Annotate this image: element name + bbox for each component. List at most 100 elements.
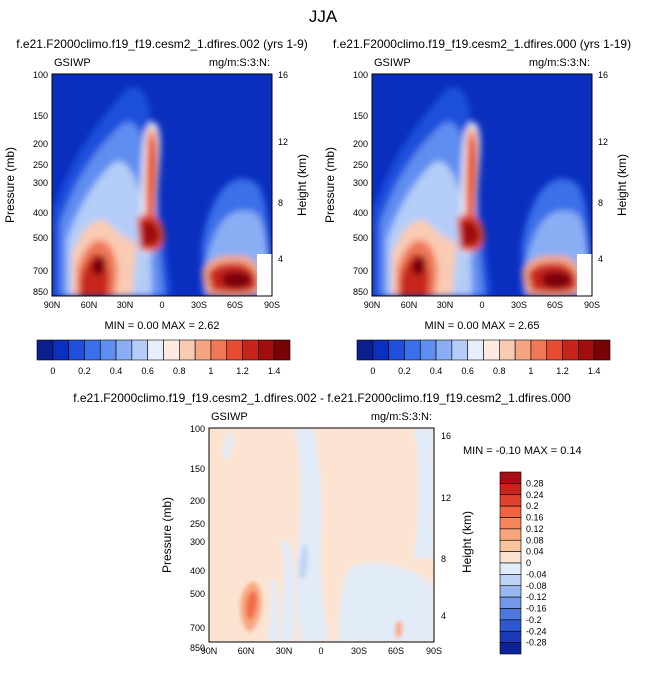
panel-2-y-ticks: 100 150 200 250 300 400 500 700 850 xyxy=(353,70,368,297)
colorbar-swatch xyxy=(499,630,522,643)
panel-3: f.e21.F2000climo.f19_f19.cesm2_1.dfires.… xyxy=(73,391,581,656)
panel-3-ytick-right: 16 xyxy=(441,431,451,441)
panel-2-ylabel: Pressure (mb) xyxy=(323,147,337,223)
panel-1-ytick: 400 xyxy=(33,208,48,218)
panel-2-right-label: mg/m:S:3:N: xyxy=(529,57,590,69)
panel-3-y-ticks: 100 150 200 250 300 400 500 700 850 xyxy=(190,424,205,653)
panel-2-ytick-right: 12 xyxy=(598,137,608,147)
colorbar-swatch xyxy=(499,574,522,587)
colorbar-swatch xyxy=(499,642,522,655)
colorbar-label: 0.2 xyxy=(526,501,539,511)
colorbar-label: 0.4 xyxy=(430,366,443,376)
colorbar-label: 0.08 xyxy=(526,535,544,545)
colorbar-swatch xyxy=(530,339,548,361)
panel-3-xtick: 60S xyxy=(388,646,404,656)
colorbar-label: 1.4 xyxy=(588,366,601,376)
panel-2-field xyxy=(372,74,592,296)
colorbar-label: 0 xyxy=(526,558,531,568)
panel-1-xtick: 90S xyxy=(264,300,280,310)
panel-1-xtick: 60S xyxy=(227,300,243,310)
colorbar-swatch xyxy=(499,562,522,575)
colorbar-swatch xyxy=(147,339,164,361)
colorbar-swatch xyxy=(499,585,522,598)
panel-1-right-label: mg/m:S:3:N: xyxy=(209,57,270,69)
colorbar-label: 0.12 xyxy=(526,524,544,534)
panel-1-y-ticks: 100 150 200 250 300 400 500 700 850 xyxy=(33,70,48,297)
panel-1-xtick: 60N xyxy=(81,300,98,310)
panel-3-ytick: 250 xyxy=(190,519,205,529)
panel-1-colorbar: 0 0.2 0.4 0.6 0.8 1 1.2 1.4 xyxy=(36,339,291,376)
panel-2-ytick: 100 xyxy=(353,70,368,80)
panel-2-ytick-right: 16 xyxy=(598,70,608,80)
colorbar-label: 1 xyxy=(528,366,533,376)
panel-1-ylabel-right: Height (km) xyxy=(295,154,309,216)
colorbar-swatch xyxy=(115,339,133,361)
colorbar-swatch xyxy=(179,339,196,361)
colorbar-swatch xyxy=(68,339,85,361)
colorbar-swatch xyxy=(99,339,117,361)
panel-2-xtick: 60S xyxy=(547,300,563,310)
panel-3-ylabel-right: Height (km) xyxy=(460,511,474,573)
figure-title: JJA xyxy=(309,7,338,26)
colorbar-swatch xyxy=(52,339,69,361)
panel-1-stats: MIN = 0.00 MAX = 2.62 xyxy=(105,320,220,332)
colorbar-label: 0.2 xyxy=(78,366,91,376)
colorbar-label: -0.2 xyxy=(526,615,542,625)
colorbar-label: 0.04 xyxy=(526,547,544,557)
panel-1-ytick: 850 xyxy=(33,287,48,297)
colorbar-label: -0.12 xyxy=(526,592,547,602)
panel-1-xtick: 30N xyxy=(117,300,134,310)
colorbar-label: 0.8 xyxy=(173,366,186,376)
panel-3-right-label: mg/m:S:3:N: xyxy=(371,411,432,423)
panel-2-x-ticks: 90N 60N 30N 0 30S 60S 90S xyxy=(364,300,600,310)
panel-1-ytick: 100 xyxy=(33,70,48,80)
panel-1-ytick: 500 xyxy=(33,233,48,243)
panel-3-ytick: 850 xyxy=(190,643,205,653)
panel-2-y-ticks-right: 16 12 8 4 xyxy=(598,70,608,264)
colorbar-swatch xyxy=(419,339,437,361)
colorbar-label: 0.4 xyxy=(110,366,123,376)
colorbar-swatch xyxy=(578,339,595,361)
panel-2-xtick: 30N xyxy=(437,300,454,310)
colorbar-label: 0.28 xyxy=(526,478,544,488)
panel-2-title: f.e21.F2000climo.f19_f19.cesm2_1.dfires.… xyxy=(333,37,631,51)
panel-1: f.e21.F2000climo.f19_f19.cesm2_1.dfires.… xyxy=(3,37,309,376)
panel-3-ytick: 500 xyxy=(190,589,205,599)
colorbar-swatch xyxy=(372,339,389,361)
panel-3-title: f.e21.F2000climo.f19_f19.cesm2_1.dfires.… xyxy=(73,391,571,405)
panel-2-ytick: 250 xyxy=(353,160,368,170)
colorbar-label: -0.16 xyxy=(526,604,547,614)
colorbar-label: -0.04 xyxy=(526,569,547,579)
panel-1-ytick-right: 16 xyxy=(278,70,288,80)
colorbar-label: 0.8 xyxy=(493,366,506,376)
colorbar-swatch xyxy=(36,339,54,361)
panel-3-xtick: 0 xyxy=(318,646,323,656)
colorbar-label: 1.2 xyxy=(236,366,249,376)
colorbar-swatch xyxy=(499,494,522,507)
panel-2-ytick-right: 8 xyxy=(598,198,603,208)
colorbar-swatch xyxy=(499,608,522,621)
panel-3-ytick: 150 xyxy=(190,464,205,474)
colorbar-swatch xyxy=(404,339,421,361)
colorbar-label: 1.4 xyxy=(268,366,281,376)
panel-2-ytick: 850 xyxy=(353,287,368,297)
panel-2-xtick: 30S xyxy=(511,300,527,310)
panel-2-xtick: 90S xyxy=(584,300,600,310)
panel-3-stats: MIN = -0.10 MAX = 0.14 xyxy=(463,445,582,457)
colorbar-label: 1.2 xyxy=(556,366,569,376)
panel-3-ytick-right: 12 xyxy=(441,493,451,503)
colorbar-label: -0.28 xyxy=(526,638,547,648)
panel-2-xtick: 60N xyxy=(401,300,418,310)
panel-3-xtick: 30S xyxy=(351,646,367,656)
panel-2-xtick: 90N xyxy=(364,300,381,310)
panel-2-ytick-right: 4 xyxy=(598,254,603,264)
panel-3-ytick-right: 4 xyxy=(441,611,446,621)
panel-3-ytick: 200 xyxy=(190,496,205,506)
panel-3-ytick: 700 xyxy=(190,623,205,633)
colorbar-label: 0 xyxy=(370,366,375,376)
colorbar-swatch xyxy=(499,539,522,552)
panel-3-ylabel: Pressure (mb) xyxy=(160,497,174,573)
panel-2-ytick: 700 xyxy=(353,266,368,276)
colorbar-swatch xyxy=(131,339,148,361)
colorbar-swatch xyxy=(499,619,522,632)
